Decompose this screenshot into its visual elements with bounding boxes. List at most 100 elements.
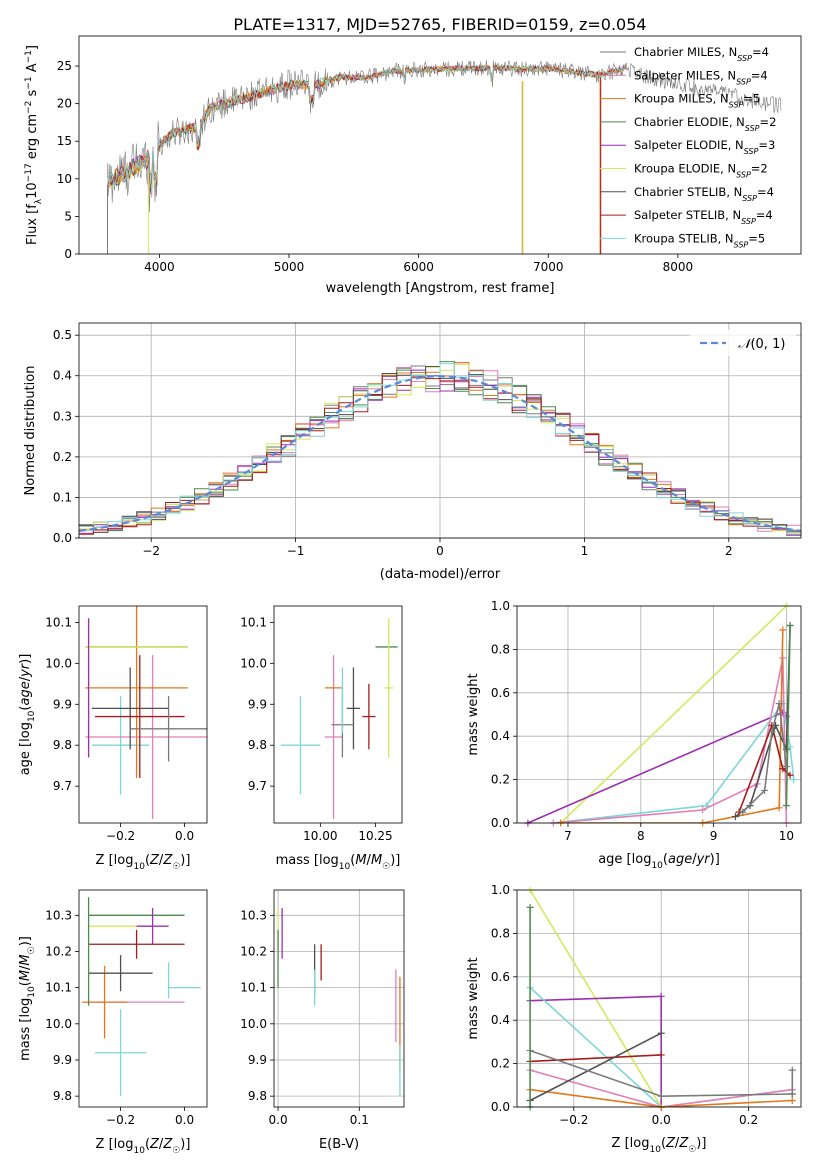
y-tick-label: 0.8: [491, 642, 510, 656]
x-axis-label: Z [log10(Z/Z☉)]: [612, 1136, 707, 1155]
errorbar-point: [130, 696, 207, 762]
spectrum-frame: [78, 35, 802, 255]
x-tick-label: 0.2: [739, 1113, 758, 1127]
massweight-line: [553, 657, 788, 823]
legend-label: Kroupa ELODIE, NSSP=2: [634, 162, 768, 180]
y-tick-label: 10.0: [45, 1017, 72, 1031]
massweight-marker: [779, 626, 787, 634]
y-tick-label: 9.9: [248, 1053, 267, 1067]
y-tick-label: 10.3: [45, 908, 72, 922]
y-tick-label: 25: [57, 59, 72, 73]
age_vs_mass-frame: [273, 605, 403, 824]
spectrum-series-5: [107, 64, 626, 191]
massweight-marker: [657, 1092, 665, 1100]
y-tick-label: 5: [64, 209, 72, 223]
massweight-marker: [761, 786, 769, 794]
y-axis-label: Flux [fλ10−17 erg cm−2 s−1 A−1]: [24, 45, 44, 245]
y-axis-label: mass weight: [466, 957, 481, 1039]
y-tick-label: 0.1: [53, 490, 72, 504]
y-tick-label: 10.2: [45, 944, 72, 958]
massweight-marker: [782, 802, 790, 810]
legend-label: Kroupa MILES, NSSP=5: [634, 92, 760, 110]
massweight-marker: [768, 728, 776, 736]
errorbar-point: [95, 1009, 147, 1097]
y-tick-label: 9.9: [53, 1053, 72, 1067]
errorbar-point: [384, 618, 394, 758]
errorbar-point: [95, 655, 185, 778]
normal-legend-box: [690, 330, 796, 356]
errorbar-point: [280, 696, 321, 795]
y-tick-label: 0.5: [53, 328, 72, 342]
massweight-line: [529, 1032, 662, 1102]
errorbar-point: [82, 965, 127, 1039]
massweight-marker: [526, 903, 534, 911]
massweight-marker: [775, 804, 783, 812]
massweight_vs_age-frame: [516, 605, 802, 824]
x-tick-label: 10.00: [303, 829, 337, 843]
y-tick-label: 9.8: [248, 738, 267, 752]
histogram-series-8: [79, 363, 801, 535]
y-tick-label: 10.0: [45, 656, 72, 670]
x-tick-label: 7000: [533, 260, 564, 274]
errorbar-point: [85, 655, 207, 819]
x-tick-label: 0.0: [175, 829, 194, 843]
errorbar-point: [88, 929, 185, 959]
y-tick-label: 0.2: [53, 450, 72, 464]
errorbar-point: [362, 683, 376, 750]
x-tick-label: −1: [287, 544, 305, 558]
y-tick-label: 10.3: [240, 908, 267, 922]
errorbar-point: [324, 655, 343, 819]
massweight-marker: [779, 765, 787, 773]
mass_vs_EBV-frame: [273, 889, 405, 1108]
y-tick-label: 9.8: [248, 1089, 267, 1103]
y-tick-label: 10.1: [240, 981, 267, 995]
massweight-marker: [657, 992, 665, 1000]
massweight-marker: [731, 812, 739, 820]
spectrum-series-8: [107, 63, 627, 194]
legend-label: Kroupa STELIB, NSSP=5: [634, 231, 765, 249]
errorbar-point: [136, 908, 169, 945]
y-tick-label: 15: [57, 134, 72, 148]
x-tick-label: 10: [779, 829, 794, 843]
x-tick-label: 0.0: [652, 1113, 671, 1127]
x-axis-label: wavelength [Angstrom, rest frame]: [326, 281, 555, 296]
x-tick-label: 0.1: [350, 1113, 369, 1127]
y-tick-label: 0: [64, 247, 72, 261]
massweight-marker: [739, 808, 747, 816]
mass_vs_Z-frame: [78, 889, 208, 1108]
massweight-marker: [788, 1066, 796, 1074]
massweight-marker: [775, 700, 783, 708]
y-axis-label: mass weight: [466, 673, 481, 755]
x-tick-label: 10.25: [358, 829, 392, 843]
x-axis-label: (data-model)/error: [380, 567, 501, 582]
y-axis-label: Normed distribution: [23, 366, 38, 496]
x-tick-label: 6000: [403, 260, 434, 274]
y-tick-label: 9.9: [248, 697, 267, 711]
normal-curve: [79, 375, 801, 532]
y-tick-label: 10: [57, 172, 72, 186]
massweight-marker: [699, 806, 707, 814]
errorbar-point: [85, 606, 188, 778]
massweight_vs_age-axes: 7 8 9 10 0.0 0.2 0.4 0.6 0.8 1.0: [491, 599, 801, 843]
histogram-series-7: [79, 375, 801, 535]
y-tick-label: 0.0: [491, 816, 510, 830]
y-tick-label: 0.8: [491, 926, 510, 940]
y-axis-label: age [log10(age/yr)]: [18, 654, 37, 776]
x-tick-label: −0.2: [106, 1113, 135, 1127]
massweight_vs_Z-frame: [516, 889, 802, 1108]
legend-label: Chabrier STELIB, NSSP=4: [634, 185, 774, 203]
massweight-marker: [788, 1096, 796, 1104]
massweight-marker: [782, 763, 790, 771]
massweight-marker: [657, 1051, 665, 1059]
y-tick-label: 0.4: [491, 729, 510, 743]
x-tick-label: 0: [436, 544, 444, 558]
x-tick-label: −0.2: [106, 829, 135, 843]
massweight-marker: [790, 776, 798, 784]
x-tick-label: 8000: [663, 260, 694, 274]
y-tick-label: 0.4: [53, 369, 72, 383]
x-tick-label: −0.2: [559, 1113, 588, 1127]
x-tick-label: 7: [564, 829, 572, 843]
y-tick-label: 0.6: [491, 686, 510, 700]
legend-label: Chabrier MILES, NSSP=4: [634, 45, 769, 63]
x-tick-label: 9: [710, 829, 718, 843]
